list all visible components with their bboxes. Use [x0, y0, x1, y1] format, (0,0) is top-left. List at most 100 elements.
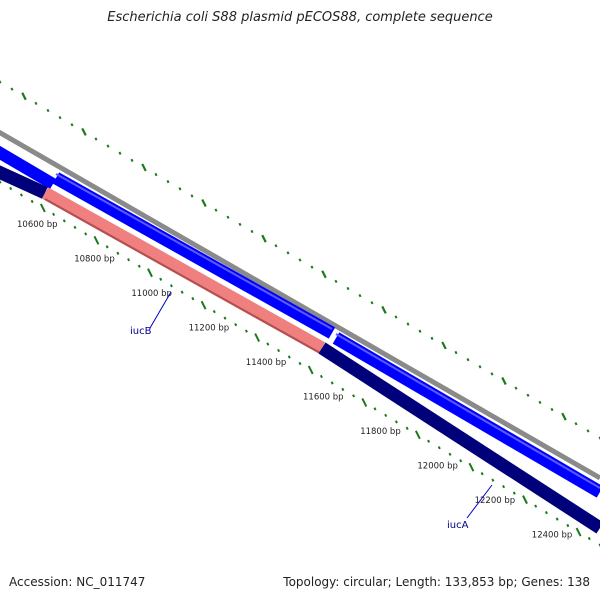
reverse-strand: [0, 165, 600, 534]
inner-tick: [566, 523, 570, 528]
inner-tick: [341, 387, 345, 392]
scale-label: 10800 bp: [74, 255, 115, 265]
outer-tick: [94, 137, 98, 141]
inner-tick: [212, 309, 216, 314]
forward-cds-left[interactable]: [0, 145, 57, 190]
scale-label: 11000 bp: [131, 289, 172, 299]
inner-tick: [512, 491, 516, 495]
inner-tick: [93, 235, 100, 245]
outer-tick: [406, 322, 410, 326]
gene-label-iucA[interactable]: iucA: [447, 520, 469, 531]
scale-label: 11400 bp: [246, 358, 287, 368]
outer-tick: [550, 407, 554, 412]
inner-tick: [427, 439, 431, 443]
outer-tick: [274, 244, 278, 248]
inner-tick: [266, 342, 270, 346]
inner-tick: [84, 232, 88, 236]
inner-tick: [223, 316, 227, 320]
outer-tick: [310, 265, 314, 269]
map-title: Escherichia coli S88 plasmid pECOS88, co…: [107, 10, 493, 25]
inner-tick: [534, 504, 538, 508]
outer-tick: [58, 115, 62, 120]
outer-tick: [526, 393, 530, 397]
inner-tick: [491, 478, 495, 482]
outer-tick: [261, 234, 267, 243]
accession-text: Accession: NC_011747: [9, 575, 146, 589]
outer-tick: [70, 123, 74, 127]
outer-tick: [10, 87, 14, 91]
outer-tick: [130, 158, 134, 162]
outer-tick: [0, 80, 2, 84]
map-summary-text: Topology: circular; Length: 133,853 bp; …: [283, 575, 590, 589]
inner-tick: [459, 459, 463, 463]
inner-tick: [277, 348, 281, 353]
inner-tick: [169, 284, 173, 288]
inner-tick: [384, 413, 388, 418]
inner-tick: [437, 446, 441, 450]
gene-iucA-leader: [466, 484, 493, 519]
outer-tick: [430, 336, 434, 340]
reverse-cds-left[interactable]: [0, 165, 48, 199]
scale-label: 12200 bp: [475, 496, 516, 506]
gene-iucA-arrow[interactable]: [318, 342, 600, 534]
inner-tick: [319, 374, 323, 379]
inner-tick: [62, 219, 66, 223]
scale-label: 12400 bp: [532, 531, 573, 541]
outer-tick: [81, 127, 87, 136]
gene-label-iucB[interactable]: iucB: [130, 326, 152, 337]
outer-tick: [478, 365, 482, 369]
inner-tick: [200, 300, 207, 310]
inner-tick: [502, 485, 506, 489]
outer-tick: [201, 199, 207, 208]
outer-tick: [226, 215, 230, 219]
inner-tick: [468, 462, 475, 472]
outer-tick: [501, 377, 507, 386]
inner-tick: [127, 258, 131, 262]
outer-tick: [586, 429, 590, 433]
inner-tick: [555, 517, 559, 521]
forward-cds-middle[interactable]: [52, 172, 336, 339]
gene-iucB-arrow[interactable]: [41, 187, 326, 354]
outer-tick: [238, 222, 242, 227]
outer-tick: [286, 251, 290, 255]
inner-tick: [234, 322, 238, 327]
outer-tick: [574, 422, 578, 426]
inner-tick: [180, 290, 184, 294]
inner-tick: [191, 297, 195, 301]
outer-tick: [154, 172, 158, 177]
inner-tick: [0, 180, 2, 184]
outer-tick: [334, 279, 338, 284]
inner-tick: [352, 394, 356, 398]
inner-tick: [287, 355, 291, 359]
outer-tick: [358, 293, 362, 298]
outer-tick: [321, 270, 327, 279]
inner-tick: [52, 212, 56, 217]
outer-tick: [418, 329, 422, 333]
inner-tick: [147, 268, 153, 278]
inner-tick: [244, 329, 248, 333]
outer-tick: [346, 286, 350, 291]
outer-tick: [370, 301, 374, 305]
outer-tick: [250, 229, 254, 234]
outer-tick: [454, 350, 458, 355]
gene-iucB-leader: [149, 291, 172, 329]
outer-tick: [106, 144, 110, 148]
inner-tick: [480, 472, 484, 476]
inner-tick: [575, 527, 582, 537]
scale-labels: 10600 bp 10800 bp 11000 bp 11200 bp 11400 bp…: [17, 220, 572, 541]
outer-tick: [34, 101, 38, 106]
outer-tick: [178, 187, 182, 191]
scale-label: 11200 bp: [189, 324, 230, 334]
outer-tick: [561, 412, 567, 421]
inner-tick: [448, 452, 452, 456]
outer-tick: [441, 341, 447, 350]
outer-tick: [214, 208, 218, 212]
inner-tick: [159, 277, 163, 281]
forward-cds-right[interactable]: [332, 332, 600, 498]
inner-tick: [361, 397, 368, 407]
inner-tick-ring: [0, 180, 600, 547]
inner-tick: [587, 536, 591, 541]
inner-tick: [373, 407, 377, 411]
outer-tick: [46, 108, 50, 113]
